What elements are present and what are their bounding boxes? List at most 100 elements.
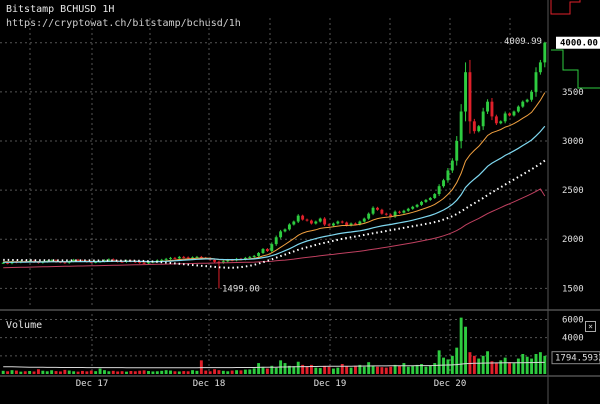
volume-bar (217, 370, 221, 374)
volume-bar (221, 370, 225, 374)
candle (543, 41, 547, 68)
volume-bar (318, 368, 322, 374)
volume-bar (98, 368, 102, 374)
candle (336, 220, 340, 225)
candle (486, 99, 490, 114)
volume-label: Volume (6, 320, 43, 331)
volume-bar (367, 362, 371, 374)
candle (309, 219, 313, 225)
candle (446, 168, 450, 183)
volume-bar (314, 367, 318, 374)
low-annotation: 1499.00 (222, 284, 260, 294)
series-line (3, 159, 546, 269)
volume-bar (6, 371, 10, 374)
candle (301, 214, 305, 221)
volume-bar (384, 367, 388, 374)
volume-bar (58, 371, 62, 374)
volume-bar (257, 363, 261, 374)
candle (279, 229, 283, 239)
candle (472, 118, 476, 134)
volume-bar (147, 371, 150, 374)
candle (287, 223, 291, 231)
volume-bar (186, 371, 190, 374)
volume-bar (292, 366, 296, 374)
close-icon[interactable]: × (585, 321, 596, 332)
candle (442, 178, 445, 188)
candle (428, 196, 432, 201)
volume-bar (138, 370, 142, 374)
volume-bar (151, 371, 155, 374)
volume-bar (36, 369, 40, 374)
candle (437, 184, 441, 196)
volume-ma-line (3, 361, 545, 369)
candle (367, 212, 371, 220)
volume-bar (543, 355, 547, 374)
candle (534, 67, 538, 97)
candle (494, 114, 498, 126)
volume-bar (349, 367, 353, 374)
date-tick-label: Dec 19 (314, 379, 347, 389)
volume-bar (301, 364, 305, 374)
candle (393, 210, 397, 218)
candle (177, 255, 181, 260)
volume-bar (481, 355, 485, 374)
chart-url[interactable]: https://cryptowat.ch/bitstamp/bchusd/1h (6, 18, 241, 29)
candle (371, 206, 375, 216)
volume-bar (226, 371, 230, 374)
volume-bar (516, 358, 520, 374)
candle (217, 260, 221, 289)
volume-bar (173, 371, 177, 374)
volume-bar (111, 370, 115, 374)
volume-bar (129, 371, 133, 374)
volume-bar (389, 366, 393, 374)
volume-bar (116, 371, 120, 374)
volume-bar (490, 361, 494, 374)
volume-bar (19, 371, 23, 374)
candle (265, 248, 269, 252)
series-line (3, 92, 546, 263)
volume-bar (358, 364, 362, 374)
volume-bar (32, 371, 36, 374)
candle (384, 212, 388, 216)
volume-bar (265, 368, 269, 374)
volume-bar (195, 370, 199, 374)
volume-bar (10, 370, 14, 374)
candle (261, 248, 265, 254)
volume-bar (305, 366, 309, 374)
volume-bar (398, 365, 401, 374)
volume-bar (354, 365, 357, 374)
volume-bar (459, 317, 463, 374)
candle (450, 158, 454, 173)
candle (331, 222, 335, 227)
volume-bar (415, 364, 419, 374)
candle (508, 112, 512, 117)
series-line (3, 125, 546, 263)
volume-bar (120, 371, 124, 374)
volume-bar (191, 370, 194, 374)
volume-bar (208, 371, 212, 374)
high-annotation: 4009.99 (504, 37, 542, 47)
volume-bar (72, 371, 76, 374)
candle (424, 198, 428, 203)
volume-bar (50, 370, 54, 374)
candle (182, 255, 186, 259)
volume-bar (437, 350, 441, 374)
price-tick-label: 1500 (562, 284, 584, 294)
volume-bar (464, 326, 467, 374)
candle (296, 214, 300, 224)
volume-bar (512, 363, 516, 374)
volume-bar (525, 356, 529, 374)
volume-bars (1, 317, 547, 374)
candle (327, 223, 331, 227)
volume-bar (336, 367, 340, 374)
price-tick-label: 2500 (562, 186, 584, 196)
volume-bar (248, 369, 252, 374)
candle (252, 254, 256, 258)
volume-bar (420, 364, 423, 374)
volume-bar (164, 370, 168, 374)
grid-lines (0, 18, 548, 374)
volume-bar (411, 365, 415, 374)
volume-bar (521, 354, 525, 374)
